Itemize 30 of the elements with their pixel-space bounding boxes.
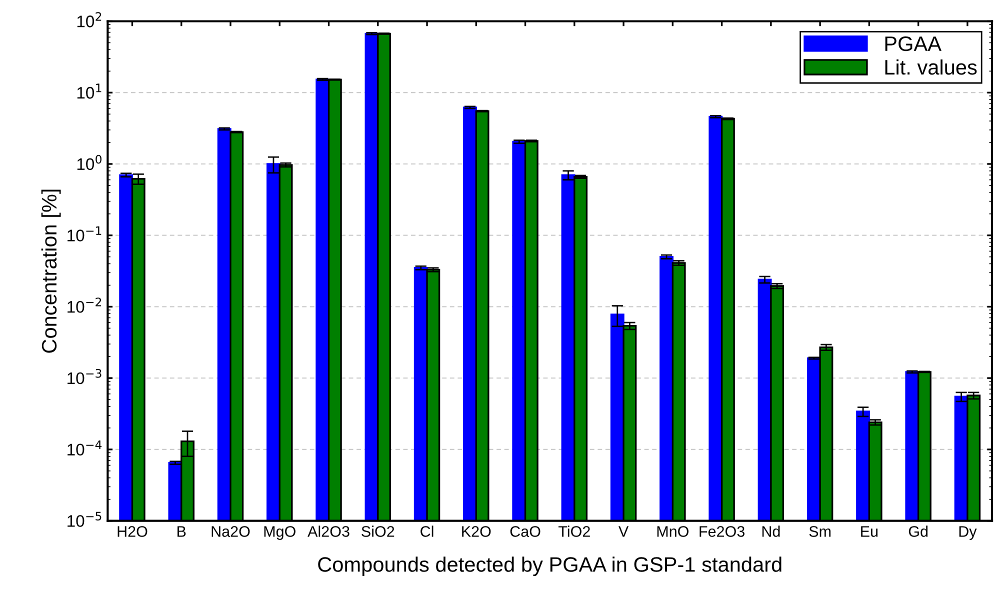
- y-tick-label: 10$^{−2}$: [68, 298, 102, 313]
- y-tick-label: 10$^{1}$: [77, 84, 102, 99]
- y-tick-label: 10$^{−1}$: [68, 226, 102, 242]
- x-tick-label: Eu: [861, 526, 878, 537]
- x-tick-label: CaO: [510, 526, 540, 537]
- x-tick-label: K2O: [462, 526, 491, 537]
- legend-label: Lit. values: [885, 59, 977, 75]
- x-tick-label: Sm: [809, 526, 831, 537]
- y-tick-label: 10$^{2}$: [77, 12, 102, 28]
- x-tick-label: Gd: [908, 526, 928, 537]
- y-tick-label: 10$^{0}$: [77, 154, 102, 170]
- y-tick-label: 10$^{−3}$: [68, 368, 102, 384]
- x-tick-label: TiO2: [558, 526, 590, 537]
- y-tick-label: 10$^{−4}$: [68, 440, 102, 456]
- y-tick-label: 10$^{−5}$: [68, 512, 102, 527]
- x-tick-label: H2O: [118, 526, 148, 537]
- x-tick-label: SiO2: [362, 526, 394, 537]
- x-tick-label: B: [178, 526, 186, 537]
- x-tick-label: Nd: [762, 526, 780, 537]
- x-tick-label: Na2O: [212, 526, 250, 537]
- x-tick-label: V: [618, 526, 629, 537]
- x-axis-title: Compounds detected by PGAA in GSP-1 standard: [318, 556, 782, 576]
- y-axis-title: Concentration [%]: [41, 190, 61, 353]
- x-tick-label: MgO: [264, 526, 296, 540]
- x-tick-label: Dy: [959, 526, 977, 540]
- legend-label: PGAA: [885, 36, 942, 52]
- x-tick-label: Cl: [420, 526, 434, 537]
- x-tick-label: Fe2O3: [700, 526, 744, 537]
- x-tick-label: Al2O3: [308, 526, 350, 537]
- x-tick-label: MnO: [657, 526, 688, 537]
